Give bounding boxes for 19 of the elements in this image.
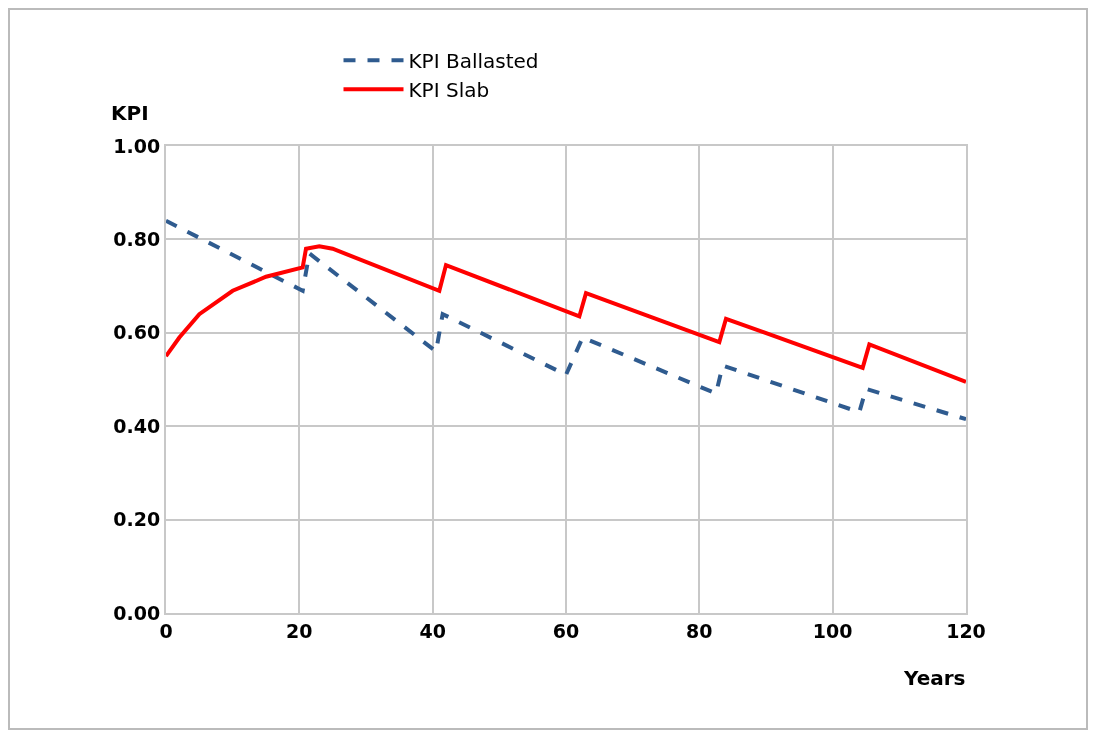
legend-label: KPI Ballasted	[408, 48, 539, 73]
x-tick-label: 40	[419, 619, 446, 642]
y-tick-label: 0.40	[113, 414, 161, 437]
legend-label: KPI Slab	[408, 77, 490, 102]
line-series	[166, 244, 966, 384]
x-tick-label: 120	[946, 619, 986, 642]
y-tick-label: 0.60	[113, 321, 161, 344]
x-tick-label: 60	[552, 619, 580, 642]
y-tick-label: 0.00	[113, 601, 161, 624]
x-axis-title: Years	[903, 666, 966, 690]
y-tick-label: 0.20	[113, 508, 161, 531]
y-axis-title: KPI	[111, 101, 149, 125]
x-tick-label: 20	[286, 619, 313, 642]
line-series	[166, 218, 966, 422]
x-tick-label: 80	[686, 619, 713, 642]
x-tick-label: 0	[159, 619, 173, 642]
x-tick-label: 100	[812, 619, 853, 642]
y-tick-label: 0.80	[113, 228, 161, 251]
y-tick-label: 1.00	[113, 134, 161, 157]
